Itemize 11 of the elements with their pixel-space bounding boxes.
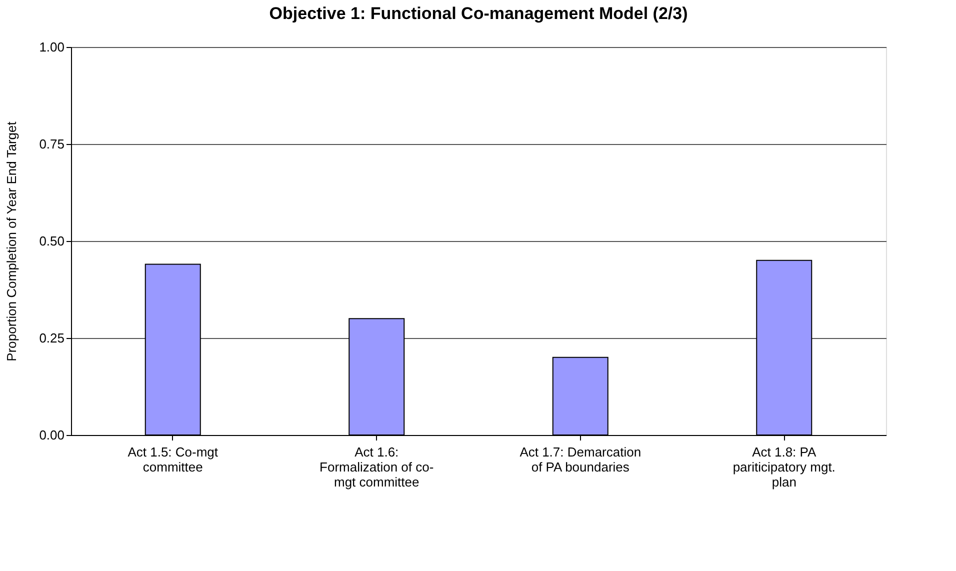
y-axis-title: Proportion Completion of Year End Target [4, 121, 20, 362]
chart-title: Objective 1: Functional Co-management Model (2/3) [269, 4, 688, 23]
y-tick-label: 0.00 [39, 428, 64, 442]
y-tick-label: 0.50 [39, 234, 64, 248]
y-tick-label: 0.25 [39, 330, 64, 346]
y-tick-label: 0.75 [39, 136, 64, 152]
y-tick-label: 1.00 [39, 40, 64, 54]
x-tick-label: Act 1.6: Formalization of co-mgt committee [320, 444, 434, 490]
x-tick-label: Act 1.8: PA pariticipatory mgt. plan [732, 444, 836, 490]
x-tick-label: Act 1.5: Co-mgt committee [128, 444, 218, 474]
x-tick-label: Act 1.7: Demarcation of PA boundaries [520, 444, 642, 474]
